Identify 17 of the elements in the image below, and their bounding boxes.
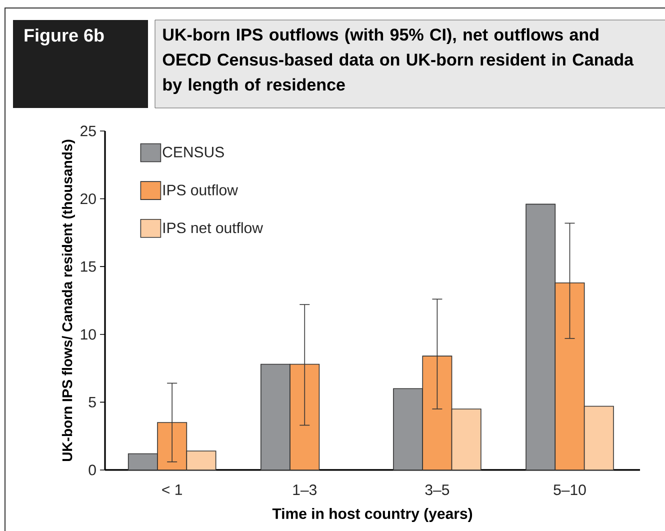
- y-tick-label: 0: [88, 464, 96, 476]
- y-tick-label: 20: [80, 193, 96, 204]
- y-tick-label: 5: [88, 396, 96, 408]
- legend-label: CENSUS: [162, 146, 224, 158]
- y-axis-title: UK-born IPS flows/ Canada resident (thousands): [62, 140, 75, 462]
- x-tick-label: 1–3: [293, 484, 316, 496]
- chart-subtitle: UK-born IPS outflows (with 95% CI), net outflows and OECD Census-based data on UK-born resident in Canada by length of residence: [162, 28, 634, 94]
- legend-label: IPS outflow: [163, 184, 238, 196]
- x-tick-label: 5–10: [554, 484, 586, 496]
- x-tick-label: 3–5: [425, 484, 450, 496]
- y-tick-label: 15: [80, 261, 96, 272]
- y-tick-label: 25: [80, 126, 96, 136]
- x-tick-label: < 1: [162, 484, 182, 495]
- legend-label: IPS net outflow: [163, 222, 264, 234]
- x-axis-title: Time in host country (years): [272, 508, 472, 522]
- chart-title: Figure 6b: [24, 28, 104, 46]
- y-tick-label: 10: [80, 329, 96, 340]
